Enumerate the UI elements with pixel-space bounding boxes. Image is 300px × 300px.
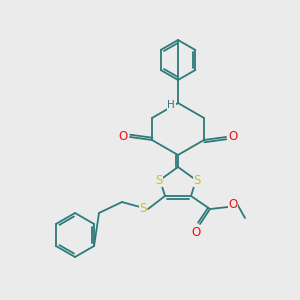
Text: S: S: [193, 173, 201, 187]
Text: O: O: [228, 130, 238, 143]
Text: O: O: [118, 130, 127, 143]
Text: S: S: [155, 173, 163, 187]
Text: O: O: [228, 197, 238, 211]
Text: S: S: [139, 202, 147, 214]
Text: H: H: [167, 100, 175, 110]
Text: O: O: [191, 226, 201, 238]
